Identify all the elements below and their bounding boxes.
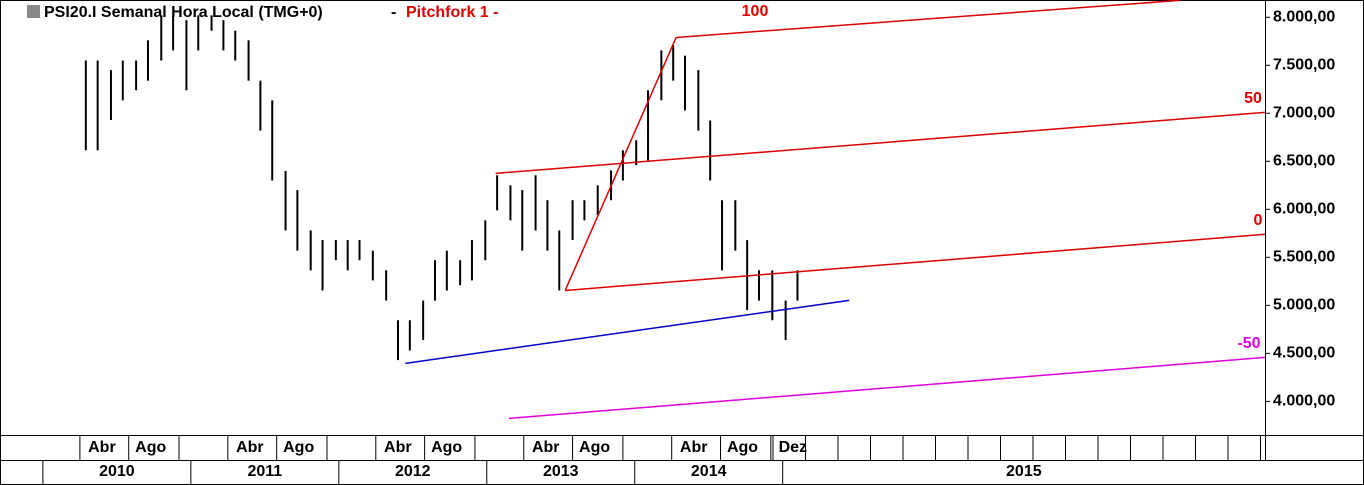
x-tick-label: Ago: [135, 439, 166, 456]
x-tick-label: Abr: [88, 439, 116, 456]
year-label: 2015: [1006, 463, 1042, 480]
x-tick-label: Dez: [779, 439, 807, 456]
x-tick-label: Abr: [680, 439, 708, 456]
x-tick-label: Abr: [532, 439, 560, 456]
line-label: 50: [1244, 90, 1262, 107]
x-tick-label: Abr: [384, 439, 412, 456]
line-label: -50: [1237, 335, 1260, 352]
y-tick-label: 7.000,00: [1273, 105, 1335, 122]
title-separator: -: [391, 4, 396, 21]
y-tick-label: 5.000,00: [1273, 297, 1335, 314]
x-tick-label: Ago: [579, 439, 610, 456]
chart-title: PSI20.I Semanal Hora Local (TMG+0): [44, 4, 323, 21]
study-name: Pitchfork 1 -: [406, 4, 498, 21]
x-tick-label: Ago: [431, 439, 462, 456]
year-label: 2012: [395, 463, 431, 480]
y-tick-label: 5.500,00: [1273, 249, 1335, 266]
pitchfork-line: [508, 356, 1265, 420]
pitchfork-line: [495, 111, 1265, 175]
year-label: 2013: [543, 463, 579, 480]
pitchfork-line: [565, 233, 1265, 292]
y-tick-label: 6.000,00: [1273, 201, 1335, 218]
x-tick-label: Ago: [727, 439, 758, 456]
x-tick-label: Ago: [283, 439, 314, 456]
y-tick-label: 7.500,00: [1273, 57, 1335, 74]
year-label: 2014: [691, 463, 727, 480]
pitchfork-line: [405, 299, 850, 365]
year-label: 2010: [99, 463, 135, 480]
x-tick-label: Abr: [236, 439, 264, 456]
line-label: 100: [742, 3, 769, 20]
y-tick-label: 6.500,00: [1273, 153, 1335, 170]
y-tick-label: 8.000,00: [1273, 9, 1335, 26]
y-tick-label: 4.000,00: [1273, 393, 1335, 410]
line-label: 0: [1254, 212, 1263, 229]
y-tick-label: 4.500,00: [1273, 345, 1335, 362]
year-label: 2011: [247, 463, 282, 480]
pitchfork-line: [676, 0, 1181, 39]
chart-icon: [27, 5, 40, 18]
